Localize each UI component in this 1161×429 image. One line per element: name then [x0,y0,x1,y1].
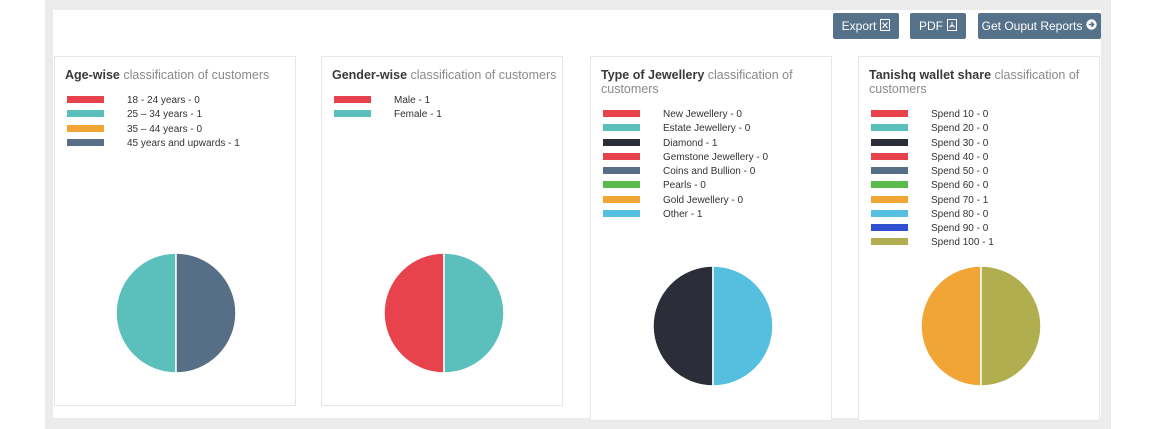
pie-chart [115,252,237,374]
legend-label: Spend 30 - 0 [931,137,989,149]
pie-chart [920,265,1042,387]
chart-title: Tanishq wallet share [869,68,992,82]
card-title: Age-wise classification of customers [65,68,290,82]
legend-label: Spend 20 - 0 [931,123,989,135]
gender-wise-card: Gender-wise classification of customers … [321,56,563,406]
pie-slice[interactable] [443,252,505,374]
chart-title: Type of Jewellery [601,68,705,82]
legend-swatch [871,152,908,160]
legend-label: 45 years and upwards - 1 [127,137,240,149]
legend-label: Spend 90 - 0 [931,223,989,234]
pie-slice[interactable] [175,252,237,374]
legend-swatch [603,138,640,146]
pdf-button[interactable]: PDF [910,13,966,39]
legend-swatch [603,124,640,132]
pie-slice[interactable] [115,252,177,374]
chart-subtitle: classification of customers [869,68,1080,96]
chart-title: Gender-wise [332,68,408,82]
legend-label: Estate Jewellery - 0 [663,123,751,135]
legend-label: Spend 70 - 1 [931,194,989,206]
pie-chart [383,252,505,374]
card-title: Tanishq wallet share classification of c… [869,68,1094,96]
pdf-label: PDF [919,19,943,33]
age-wise-card: Age-wise classification of customers 18 … [54,56,296,406]
legend-label: Spend 40 - 0 [931,151,989,163]
legend-label: 18 - 24 years - 0 [127,95,200,106]
pie-slice[interactable] [920,265,982,387]
legend-swatch [603,110,640,117]
legend-swatch [334,96,371,103]
legend-swatch [603,152,640,160]
get-output-reports-button[interactable]: Get Ouput Reports [978,13,1101,39]
legend-swatch [871,138,908,146]
legend-label: Spend 50 - 0 [931,166,989,177]
legend-swatch [871,209,908,217]
legend-label: Coins and Bullion - 0 [663,166,756,177]
chart-title: Age-wise [65,68,120,82]
legend-label: Spend 60 - 0 [931,180,989,192]
legend-label: Gold Jewellery - 0 [663,194,744,206]
wallet-share-card: Tanishq wallet share classification of c… [858,56,1100,421]
legend-label: Other - 1 [663,208,703,220]
legend-label: New Jewellery - 0 [663,109,742,120]
card-title: Gender-wise classification of customers [332,68,557,82]
legend-swatch [871,181,908,189]
pdf-file-icon [947,18,957,34]
legend-label: 25 – 34 years - 1 [127,109,203,121]
legend-swatch [67,124,104,132]
chart-subtitle: classification of customers [123,68,270,82]
pie-slice[interactable] [383,252,445,374]
card-title: Type of Jewellery classification of cust… [601,68,826,96]
legend-label: Gemstone Jewellery - 0 [663,151,769,163]
legend-swatch [871,110,908,117]
legend-swatch [871,224,908,231]
reports-label: Get Ouput Reports [981,19,1083,33]
legend-label: Pearls - 0 [663,180,706,192]
type-of-jewellery-card: Type of Jewellery classification of cust… [590,56,832,421]
legend-swatch [871,124,908,132]
pie-slice[interactable] [652,265,714,387]
chart-subtitle: classification of customers [410,68,557,82]
arrow-circle-right-icon [1086,19,1098,33]
chart-subtitle: classification of customers [601,68,793,96]
legend-label: Diamond - 1 [663,137,718,149]
legend-label: Spend 10 - 0 [931,109,989,120]
export-label: Export [841,19,877,33]
legend-label: Male - 1 [394,95,431,106]
legend-swatch [334,110,371,118]
pie-slice[interactable] [980,265,1042,387]
legend-swatch [603,167,640,174]
export-button[interactable]: Export [833,13,899,39]
legend-label: Spend 100 - 1 [931,237,994,249]
excel-file-icon [880,18,891,34]
pie-chart [652,265,774,387]
pie-slice[interactable] [712,265,774,387]
legend-swatch [603,195,640,203]
legend-swatch [871,238,908,246]
legend-swatch [871,167,908,174]
legend-swatch [871,195,908,203]
legend-swatch [603,209,640,217]
legend-swatch [67,110,104,118]
legend-label: 35 – 44 years - 0 [127,123,203,135]
legend-swatch [603,181,640,189]
legend-swatch [67,138,104,146]
legend-swatch [67,96,104,103]
legend-label: Spend 80 - 0 [931,208,989,220]
legend-label: Female - 1 [394,109,442,121]
